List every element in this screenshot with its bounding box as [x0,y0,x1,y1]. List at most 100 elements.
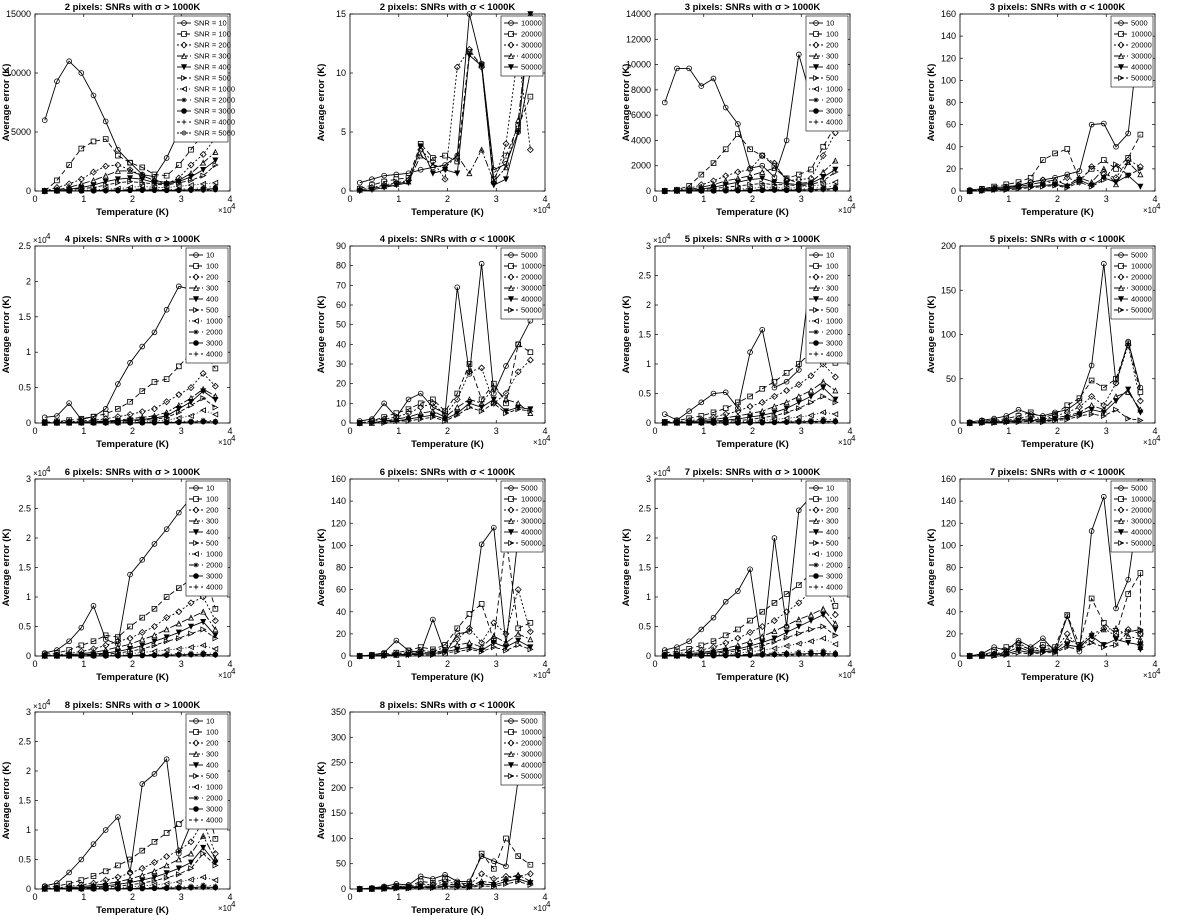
data-point [66,400,72,406]
legend-marker [193,806,199,812]
series-line [44,105,216,192]
data-point [831,611,839,619]
data-point [430,884,437,892]
data-point [734,634,742,642]
data-point [759,180,766,187]
x-scale-exponent: 4 [231,667,236,676]
data-point [490,384,497,391]
data-point [502,176,510,183]
x-scale-exponent: 4 [231,434,236,443]
data-point [187,398,195,406]
legend-marker [507,762,515,769]
legend-marker [193,306,200,314]
data-point [527,349,534,355]
data-point [674,420,680,426]
data-point [1052,411,1058,417]
data-point [771,164,778,172]
data-point [832,179,839,186]
x-tick-label: 4 [227,659,232,669]
data-point [820,623,827,630]
data-point [1076,179,1083,186]
chart-panel: 8 pixels: SNRs with σ < 1000K 0 1 2 3 4 0 50 100… [316,700,551,916]
data-point [820,393,827,400]
data-point [454,412,461,419]
legend-entry: 10000 [521,19,542,28]
data-point [66,162,72,168]
legend-box [1110,247,1154,320]
data-point [441,175,449,183]
y-tick-label: 15000 [6,9,31,19]
data-point [832,419,838,425]
data-point [820,174,827,181]
legend-entry: SNR = 500 [194,74,231,83]
legend-marker [181,108,187,114]
data-point [103,188,109,194]
data-point [368,187,375,194]
data-point [502,396,510,403]
legend-marker [1117,64,1125,71]
legend-entry: 400 [206,528,219,537]
data-point [1125,386,1132,393]
y-scale-exponent: 4 [666,232,671,241]
data-point [369,176,375,183]
series-line [359,734,531,890]
data-point [1015,419,1022,426]
data-point [747,617,753,624]
y-tick-label: 0 [646,418,651,428]
data-point [103,420,109,426]
data-point [1040,183,1047,190]
data-point [103,886,109,892]
legend-marker [813,108,819,114]
x-tick-label: 4 [1152,659,1157,669]
data-point [188,865,195,872]
data-point [966,652,974,660]
y-axis-label: Average error (K) [316,296,327,374]
data-point [747,393,753,400]
x-tick-label: 1 [396,426,401,436]
data-point [796,405,803,412]
y-tick-label: 0 [951,651,956,661]
x-scale-multiplier: ×10 [1143,438,1157,447]
legend-entry: 30000 [521,284,542,293]
y-tick-label: 100 [941,540,956,550]
data-point [991,652,998,660]
data-point [710,160,717,166]
series-line [359,873,531,890]
legend-entry: 20000 [521,739,542,748]
legend-marker [180,64,188,71]
y-tick-label: 140 [941,496,956,506]
x-tick-label: 4 [847,194,852,204]
y-tick-label: 4000 [631,135,651,145]
legend-entry: 30000 [1131,52,1152,61]
data-point [454,170,461,177]
data-point [212,161,219,169]
data-point [478,404,485,411]
y-tick-label: 2.5 [18,504,31,514]
data-point [78,145,85,152]
data-point [175,406,182,413]
y-axis-label: Average error (K) [316,64,327,142]
data-point [1125,415,1132,422]
data-point [187,161,195,169]
data-point [1112,625,1120,632]
data-point [356,652,364,660]
data-point [127,398,133,405]
data-point [710,638,717,645]
legend-marker [1118,74,1125,82]
legend-entry: 5000 [521,484,538,493]
data-point [466,361,473,367]
legend-entry: 100 [206,262,219,271]
data-point [150,858,158,866]
legend-marker [193,485,199,491]
x-tick-label: 4 [542,892,547,902]
x-tick-label: 0 [652,659,657,669]
legend-entry: 40000 [1131,295,1152,304]
legend-entry: 30000 [521,517,542,526]
legend-marker [1118,31,1124,37]
data-point [503,410,510,417]
data-point [54,78,60,85]
data-point [1015,649,1022,656]
x-tick-label: 1 [701,194,706,204]
legend-entry: 30000 [521,750,542,759]
